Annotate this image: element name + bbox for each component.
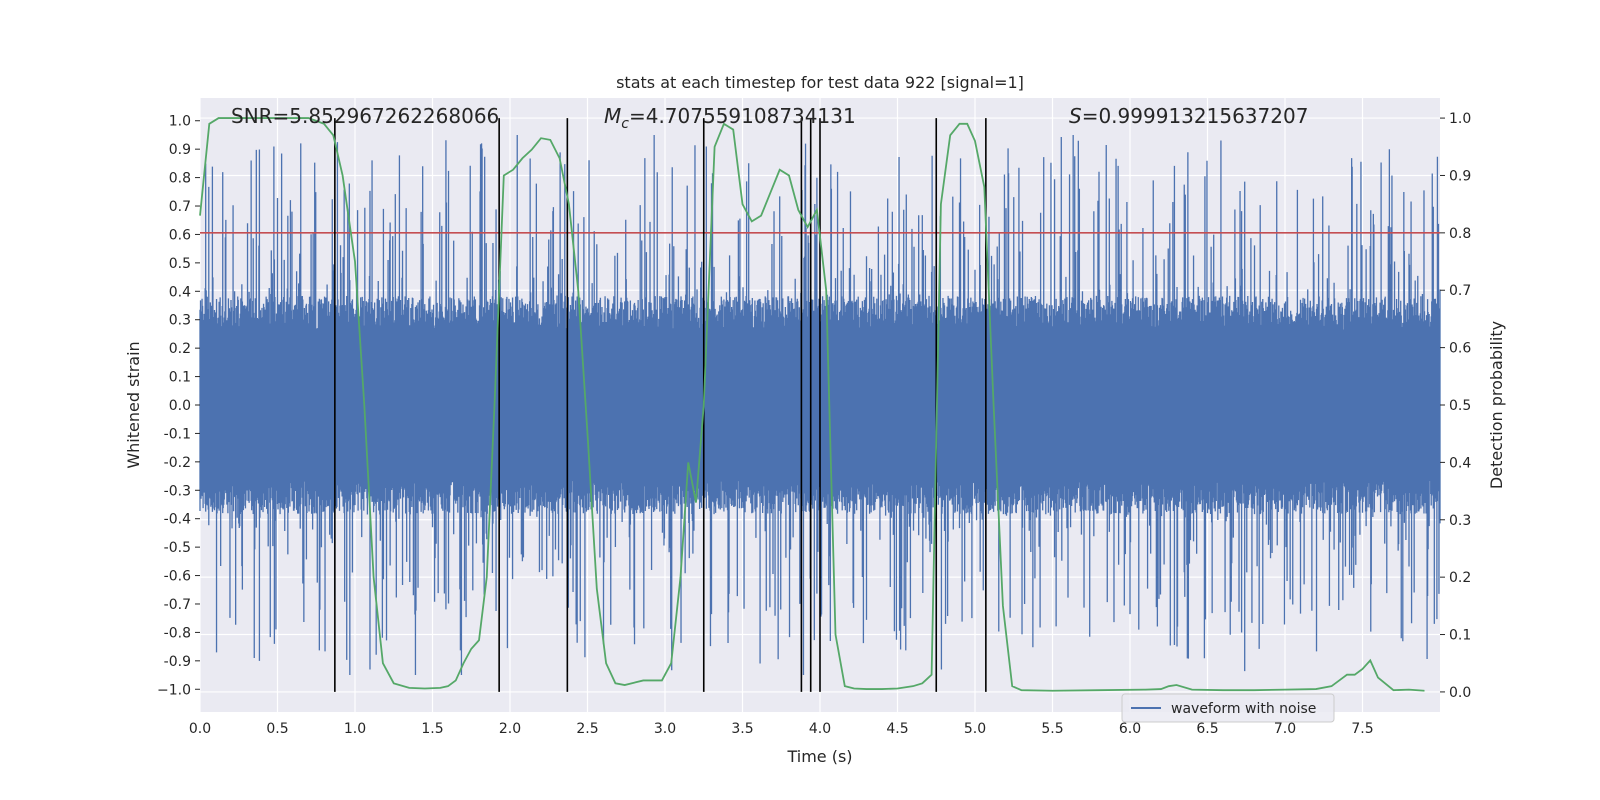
chirp-mass-annotation: Mc=4.707559108734131	[604, 104, 856, 132]
x-tick-label-5: 2.5	[576, 721, 598, 737]
y-tick-label-left-4: 0.6	[169, 227, 191, 243]
y-tick-label-right-3: 0.7	[1449, 283, 1471, 299]
mc-value: =4.707559108734131	[629, 104, 856, 128]
x-tick-label-4: 2.0	[499, 721, 521, 737]
y-tick-label-right-2: 0.8	[1449, 226, 1471, 242]
vertical-lines	[334, 118, 987, 692]
probability-series	[199, 117, 1425, 692]
y-tick-label-right-4: 0.6	[1449, 341, 1471, 357]
x-tick-label-2: 1.0	[344, 721, 366, 737]
waveform-series	[199, 134, 1441, 676]
mc-symbol: M	[604, 104, 621, 128]
y-tick-label-left-11: -0.1	[164, 426, 191, 442]
x-axis-label: Time (s)	[786, 747, 852, 766]
chart-title: stats at each timestep for test data 922…	[616, 73, 1024, 92]
y-tick-label-left-16: -0.6	[164, 569, 191, 585]
y-tick-label-left-14: -0.4	[164, 512, 191, 528]
legend: waveform with noise	[1121, 693, 1335, 723]
x-tick-label-13: 6.5	[1196, 721, 1218, 737]
x-tick-label-7: 3.5	[731, 721, 753, 737]
legend-box	[1121, 693, 1335, 723]
y-tick-label-right-1: 0.9	[1449, 168, 1471, 184]
x-tick-label-12: 6.0	[1119, 721, 1141, 737]
y-tick-label-left-15: -0.5	[164, 540, 191, 556]
x-tick-label-11: 5.5	[1041, 721, 1063, 737]
x-tick-label-0: 0.0	[189, 721, 211, 737]
y-tick-label-left-13: -0.3	[164, 483, 191, 499]
legend-label: waveform with noise	[1171, 701, 1316, 717]
y-tick-label-left-12: -0.2	[164, 455, 191, 471]
y-tick-label-left-7: 0.3	[169, 313, 191, 329]
waveform-line	[199, 134, 1441, 676]
x-tick-label-9: 4.5	[886, 721, 908, 737]
y-tick-label-left-2: 0.8	[169, 171, 191, 187]
x-tick-label-3: 1.5	[421, 721, 443, 737]
y-tick-label-right-7: 0.3	[1449, 513, 1471, 529]
y-tick-label-right-0: 1.0	[1449, 111, 1471, 127]
y-tick-label-right-9: 0.1	[1449, 628, 1471, 644]
snr-annotation: SNR=5.852967262268066	[231, 104, 499, 128]
y-tick-label-left-0: 1.0	[169, 114, 191, 130]
probability-line	[199, 117, 1425, 692]
y-tick-label-right-5: 0.5	[1449, 398, 1471, 414]
s-symbol: S	[1069, 104, 1082, 128]
y-tick-label-left-19: -0.9	[164, 654, 191, 670]
x-tick-label-15: 7.5	[1351, 721, 1373, 737]
y-tick-label-left-20: −1.0	[157, 682, 191, 698]
y-tick-label-left-6: 0.4	[169, 284, 191, 300]
y-tick-label-right-6: 0.4	[1449, 455, 1471, 471]
y-tick-label-left-8: 0.2	[169, 341, 191, 357]
y-tick-label-left-3: 0.7	[169, 199, 191, 215]
y-axis-label-right: Detection probability	[1487, 321, 1506, 489]
x-tick-label-8: 4.0	[809, 721, 831, 737]
mc-subscript: c	[621, 116, 629, 132]
y-tick-label-right-10: 0.0	[1449, 685, 1471, 701]
x-tick-label-1: 0.5	[266, 721, 288, 737]
y-tick-label-left-18: -0.8	[164, 625, 191, 641]
s-annotation: S=0.999913215637207	[1069, 104, 1308, 128]
y-tick-label-left-1: 0.9	[169, 142, 191, 158]
y-tick-label-left-10: 0.0	[169, 398, 191, 414]
x-tick-label-14: 7.0	[1274, 721, 1296, 737]
x-tick-label-6: 3.0	[654, 721, 676, 737]
s-value: =0.999913215637207	[1082, 104, 1309, 128]
ticks: 0.0 0.5 1.0 1.5 2.0 2.5 3.0 3.5 4.0 4.5 5.0 5.5 6.0 6…	[157, 111, 1471, 737]
x-tick-label-10: 5.0	[964, 721, 986, 737]
y-tick-label-right-8: 0.2	[1449, 570, 1471, 586]
y-axis-label-left: Whitened strain	[124, 341, 143, 468]
y-tick-label-left-17: -0.7	[164, 597, 191, 613]
y-tick-label-left-9: 0.1	[169, 370, 191, 386]
y-tick-label-left-5: 0.5	[169, 256, 191, 272]
